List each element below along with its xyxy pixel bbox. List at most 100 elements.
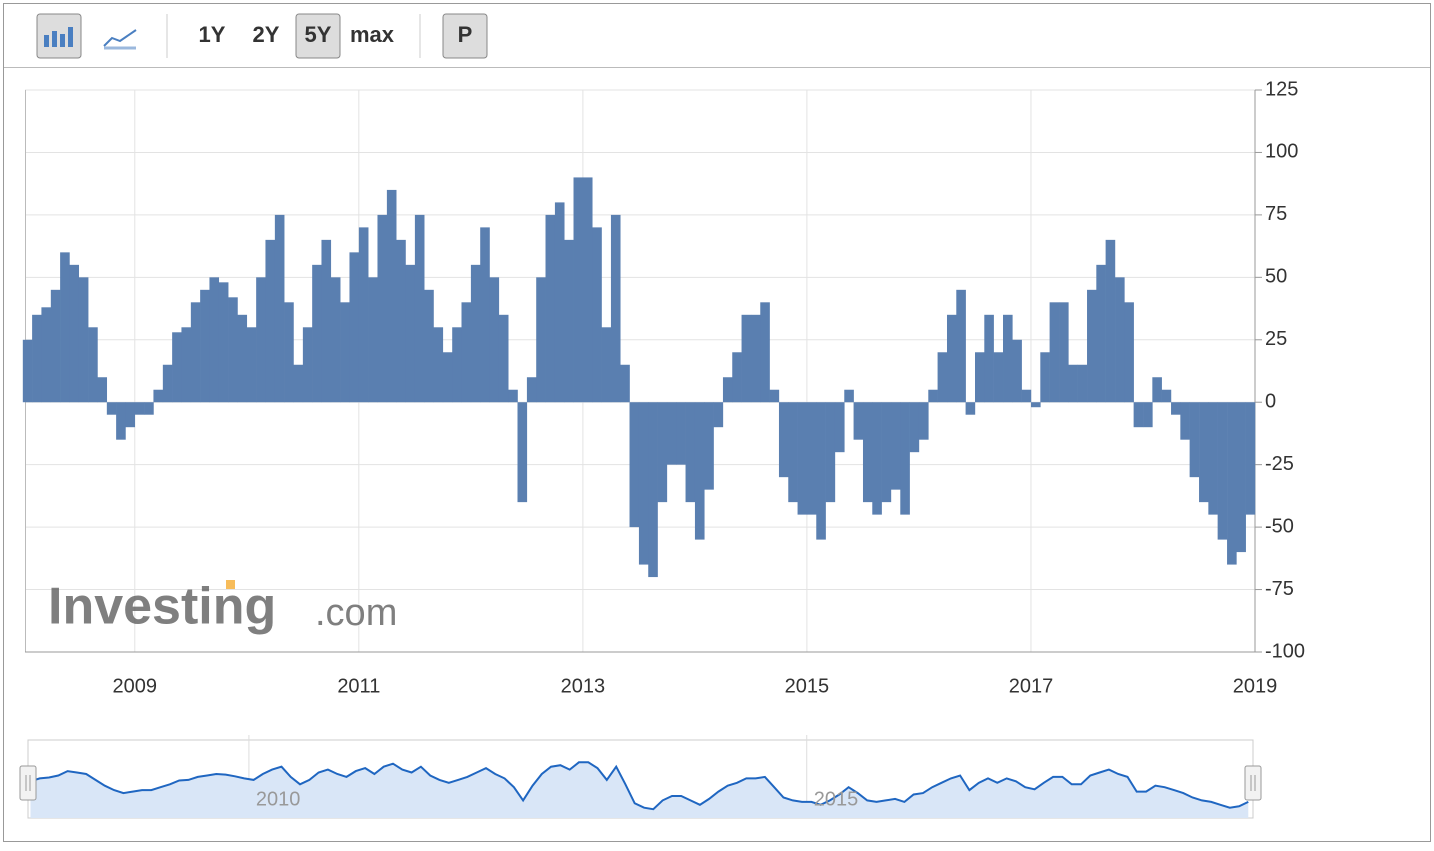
x-tick-label: 2011 — [337, 675, 380, 697]
bar — [41, 307, 52, 403]
bar — [545, 214, 556, 403]
y-tick-label: -25 — [1265, 453, 1294, 475]
bar — [1012, 339, 1022, 403]
y-tick-label: 100 — [1265, 141, 1298, 163]
bar — [69, 264, 80, 403]
bar — [536, 277, 546, 403]
y-tick-label: 50 — [1265, 266, 1287, 288]
range-button[interactable]: max — [350, 22, 395, 47]
bar — [330, 277, 341, 403]
bar — [1199, 402, 1209, 503]
bar — [1096, 264, 1106, 403]
bar — [629, 402, 640, 528]
bar — [162, 364, 173, 403]
bar — [1049, 302, 1060, 403]
bar — [405, 264, 416, 403]
y-tick-label: -50 — [1265, 515, 1294, 537]
logo-dot — [226, 580, 235, 589]
bar — [116, 402, 126, 440]
bar — [778, 402, 789, 478]
navigator-handle[interactable] — [1244, 765, 1262, 801]
navigator-tick-label: 2010 — [256, 788, 301, 810]
bar — [956, 289, 966, 403]
bar — [386, 189, 397, 403]
bar — [1115, 277, 1125, 403]
bar — [22, 339, 33, 403]
y-tick-label: 75 — [1265, 203, 1287, 225]
bar — [433, 327, 444, 403]
bar — [377, 214, 388, 403]
bar — [554, 202, 565, 403]
bar — [918, 402, 929, 440]
range-button-active — [295, 13, 341, 59]
plot: -100 -75 -50 -25 0 25 50 75 100 125 2009 2011 2013 20… — [22, 78, 1305, 697]
bar — [1031, 402, 1041, 408]
bar — [1236, 402, 1246, 553]
bar — [946, 314, 957, 403]
bar — [349, 252, 360, 403]
bar — [750, 314, 761, 403]
bar — [564, 239, 574, 403]
bar — [32, 314, 42, 403]
line-chart-button[interactable] — [103, 29, 137, 50]
bar — [573, 177, 584, 403]
bar — [508, 389, 518, 403]
range-button[interactable]: 1Y — [199, 22, 226, 47]
bar — [50, 289, 61, 403]
bar — [760, 302, 770, 403]
print-button-frame — [442, 13, 488, 59]
bar — [862, 402, 873, 503]
bar — [1059, 302, 1069, 403]
bar — [144, 402, 154, 415]
bar — [1227, 402, 1237, 565]
bar — [816, 402, 826, 540]
bar — [984, 314, 994, 403]
bar — [218, 282, 229, 403]
bar — [713, 402, 724, 428]
bar — [1077, 364, 1088, 403]
bar — [237, 314, 248, 403]
bar — [293, 364, 304, 403]
bar — [256, 277, 266, 403]
bar — [88, 327, 98, 403]
bar — [424, 289, 434, 403]
bar — [200, 289, 210, 403]
x-tick-label: 2013 — [561, 675, 606, 697]
y-tick-label: 0 — [1265, 391, 1276, 413]
watermark-suffix: .com — [315, 592, 397, 634]
bar — [228, 297, 238, 403]
range-button[interactable]: 5Y — [305, 22, 332, 47]
bar — [788, 402, 798, 503]
bar — [1143, 402, 1153, 428]
print-button[interactable]: P — [458, 22, 473, 47]
bar — [1087, 289, 1097, 403]
bar — [97, 377, 108, 403]
bar — [928, 389, 938, 403]
bar — [1161, 389, 1172, 403]
bar-chart-button[interactable] — [36, 13, 82, 59]
bar — [900, 402, 910, 515]
bar — [106, 402, 117, 415]
bar — [209, 277, 220, 403]
bar — [1133, 402, 1144, 428]
bar — [1189, 402, 1200, 478]
x-tick-label: 2009 — [113, 675, 158, 697]
bar — [694, 402, 705, 540]
x-tick-label: 2015 — [785, 675, 830, 697]
bar — [302, 327, 313, 403]
bar — [470, 264, 481, 403]
y-tick-label: 125 — [1265, 78, 1298, 100]
bar — [975, 352, 985, 403]
bar — [498, 314, 509, 403]
bar — [657, 402, 668, 503]
navigator-handle[interactable] — [19, 765, 37, 801]
bar — [60, 252, 70, 403]
bar — [872, 402, 882, 515]
bar — [844, 389, 854, 403]
range-button[interactable]: 2Y — [253, 22, 280, 47]
bar — [396, 239, 406, 403]
bar — [1068, 364, 1078, 403]
bar — [190, 302, 201, 403]
bar — [1180, 402, 1190, 440]
